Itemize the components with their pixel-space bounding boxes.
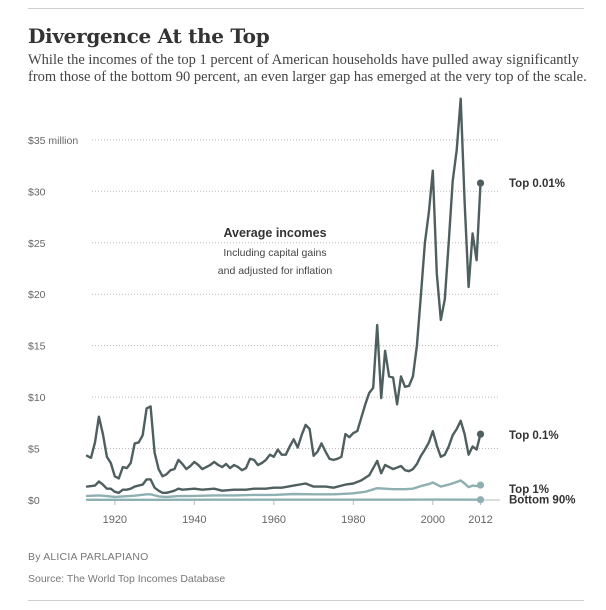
series-endpoint: [476, 481, 485, 489]
y-tick-label: $30: [28, 186, 46, 198]
bottom-rule: [28, 600, 584, 601]
y-tick-label: $25: [28, 238, 46, 250]
series-endpoint: [476, 496, 485, 504]
series-line: [85, 97, 482, 480]
y-tick-label: $20: [28, 289, 46, 301]
series-labels: Top 0.01% Top 0.1% Top 1%Bottom 90%: [509, 178, 575, 507]
series-label: Top 1%: [509, 484, 549, 496]
series-endpoint: [476, 430, 485, 438]
x-tick-label: 1980: [341, 514, 365, 526]
x-tick-label: 1940: [182, 514, 206, 526]
chart-annotation: Average incomes Including capital gains …: [218, 226, 333, 277]
y-tick-label: $35 million: [28, 135, 78, 147]
series-line: [85, 479, 482, 499]
top-rule: [28, 8, 584, 9]
series-label: Top 0.01%: [509, 178, 565, 190]
chart-title: Divergence At the Top: [28, 24, 270, 48]
x-tick-label: 1960: [262, 514, 286, 526]
line-chart: $0 $5 $10 $15 $20 $25 $30 $35 million 1920 1940 19…: [28, 97, 575, 526]
y-tick-label: $5: [28, 444, 40, 456]
grid-layer: $0 $5 $10 $15 $20 $25 $30 $35 million 1920 1940 19…: [28, 135, 500, 526]
chart-subtitle: While the incomes of the top 1 percent o…: [28, 52, 587, 85]
x-tick-label: 2000: [421, 514, 445, 526]
series-layer: [85, 97, 485, 504]
series-label: Bottom 90%: [509, 495, 575, 507]
annotation-title: Average incomes: [223, 226, 326, 240]
annotation-line-1: Including capital gains: [223, 247, 326, 259]
y-tick-label: $10: [28, 392, 46, 404]
x-tick-label: 1920: [103, 514, 127, 526]
series-line: [85, 419, 482, 494]
y-tick-label: $15: [28, 341, 46, 353]
x-tick-label: 2012: [468, 514, 492, 526]
source-note: Source: The World Top Incomes Database: [28, 573, 226, 585]
y-tick-label: $0: [28, 495, 40, 507]
annotation-line-2: and adjusted for inflation: [218, 265, 333, 277]
byline: By ALICIA PARLAPIANO: [28, 551, 149, 563]
series-endpoint: [476, 179, 485, 187]
series-label: Top 0.1%: [509, 430, 559, 442]
